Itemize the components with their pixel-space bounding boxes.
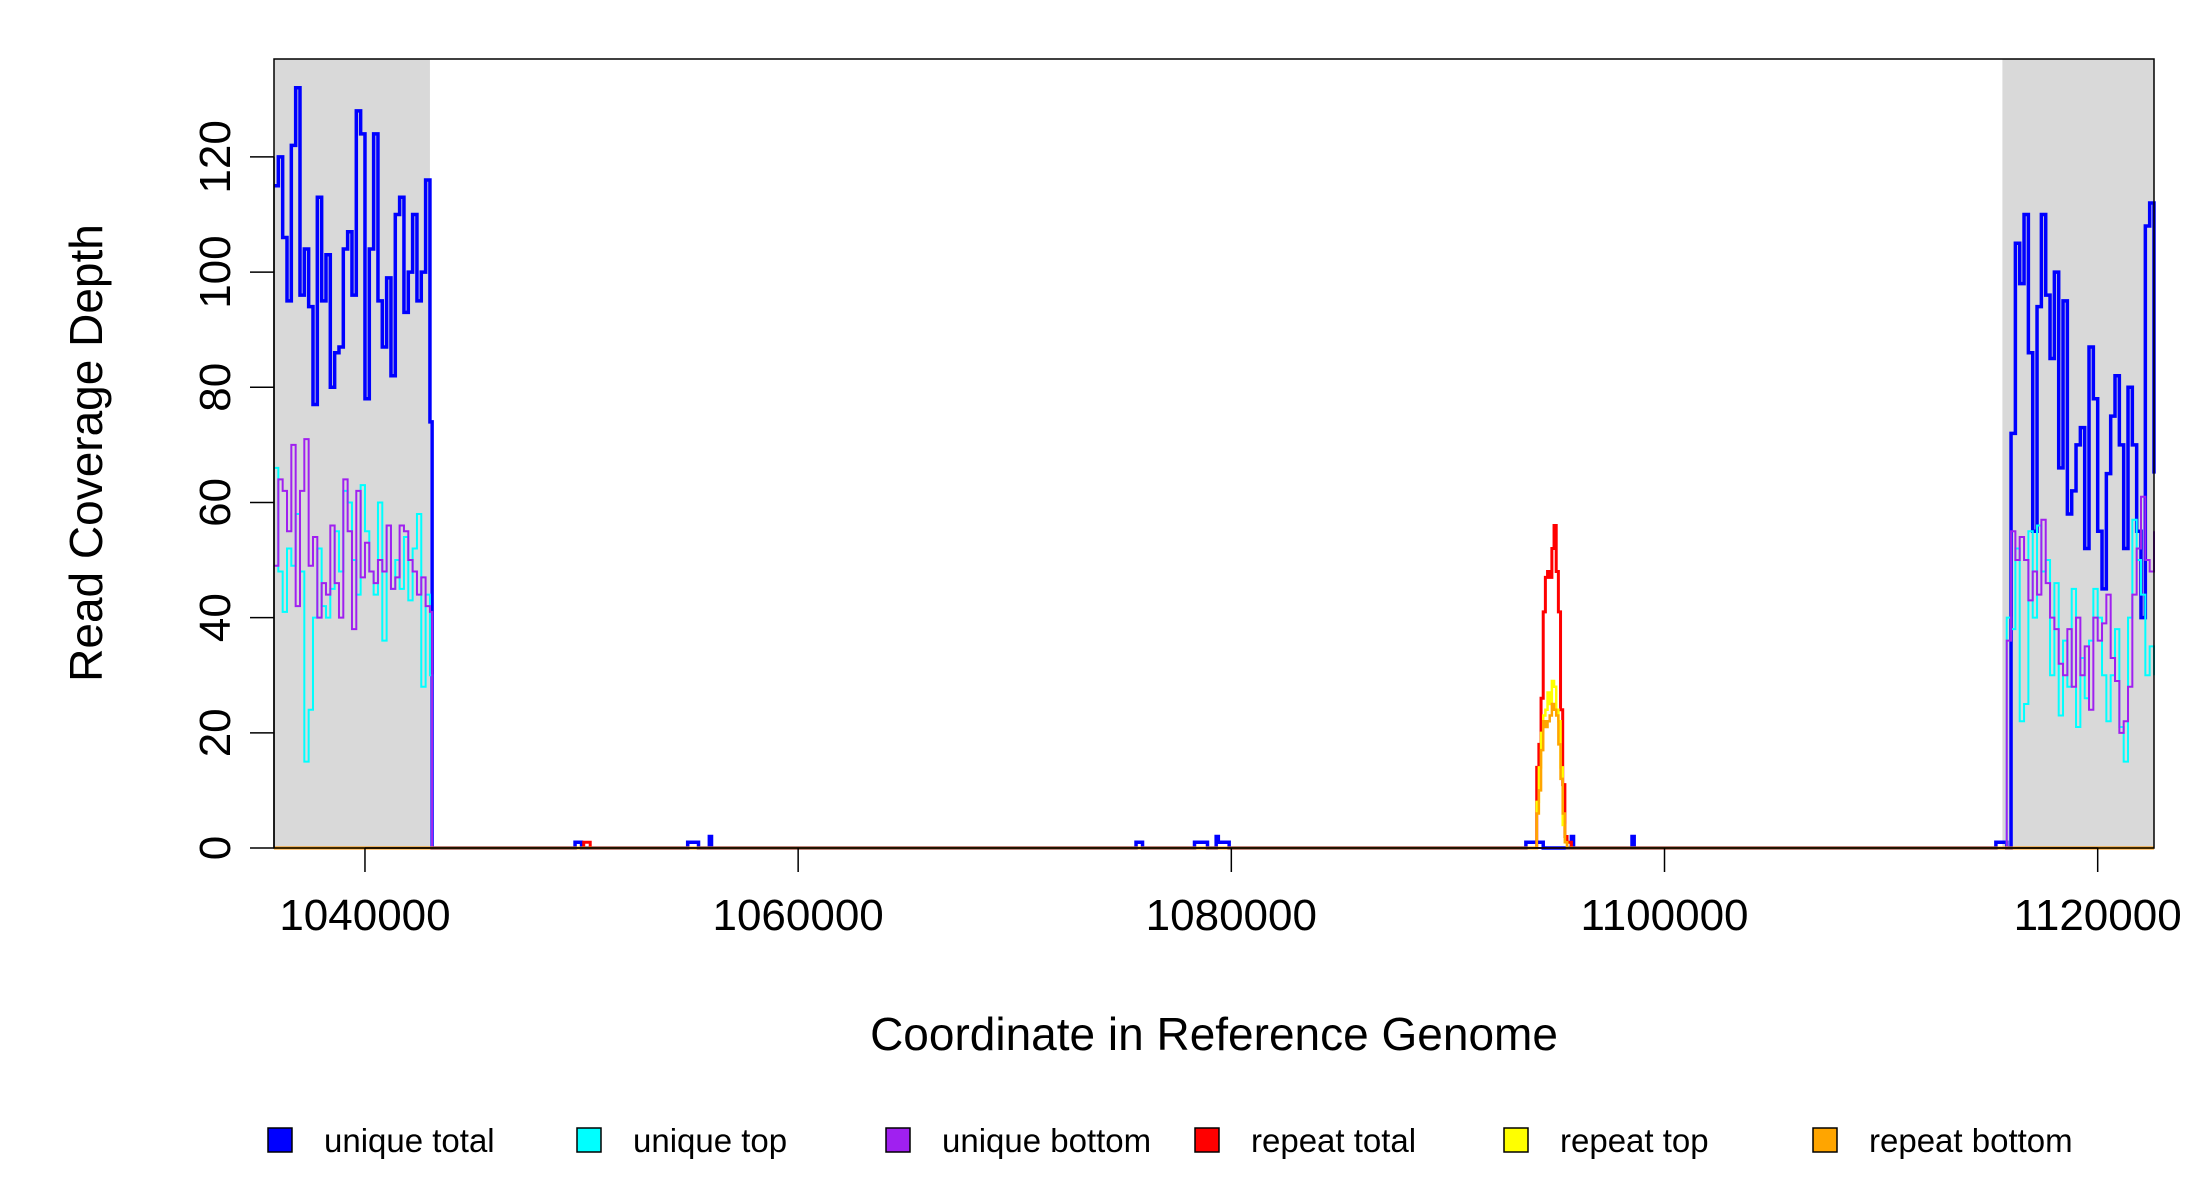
legend-item-repeat-total: repeat total	[1194, 1122, 1416, 1159]
y-tick-label: 80	[191, 363, 240, 412]
shaded-region-2	[2002, 59, 2154, 848]
series-repeat-bottom	[274, 702, 2154, 850]
series-unique-top	[274, 466, 2155, 849]
x-tick-label: 1080000	[1146, 891, 1317, 940]
legend-label: repeat top	[1560, 1122, 1709, 1159]
legend-swatch	[885, 1127, 911, 1153]
legend-label: unique bottom	[942, 1122, 1151, 1159]
legend-swatch	[267, 1127, 293, 1153]
y-tick-label: 100	[191, 235, 240, 308]
shaded-region-1	[274, 59, 430, 848]
legend-label: unique total	[324, 1122, 495, 1159]
series-unique-total	[274, 86, 2156, 850]
legend-item-repeat-bottom: repeat bottom	[1812, 1122, 2073, 1159]
legend-swatch	[1503, 1127, 1529, 1153]
legend-swatch	[1812, 1127, 1838, 1153]
y-tick-label: 120	[191, 120, 240, 193]
y-axis-title: Read Coverage Depth	[60, 224, 112, 682]
y-tick-label: 20	[191, 708, 240, 757]
x-axis-title: Coordinate in Reference Genome	[870, 1008, 1558, 1060]
x-tick-label: 1040000	[279, 891, 450, 940]
x-axis: 1040000 1060000 1080000 1100000 1120000	[279, 847, 2182, 940]
legend-swatch	[576, 1127, 602, 1153]
y-tick-label: 60	[191, 478, 240, 527]
series-unique-bottom	[274, 438, 2155, 849]
series-repeat-total	[274, 523, 2154, 850]
legend-swatch	[1194, 1127, 1220, 1153]
legend-label: repeat bottom	[1869, 1122, 2073, 1159]
y-tick-label: 40	[191, 593, 240, 642]
legend: unique total unique top unique bottom repea…	[267, 1122, 2073, 1159]
legend-label: repeat total	[1251, 1122, 1416, 1159]
legend-item-unique-total: unique total	[267, 1122, 495, 1159]
y-tick-label: 0	[191, 836, 240, 860]
y-axis: 0 20 40 60 80 100 120	[191, 120, 275, 860]
legend-item-unique-top: unique top	[576, 1122, 787, 1159]
plot-frame	[273, 58, 2155, 849]
shaded-regions	[274, 59, 2154, 848]
series-repeat-top	[274, 679, 2154, 850]
legend-item-unique-bottom: unique bottom	[885, 1122, 1151, 1159]
x-tick-label: 1100000	[1580, 891, 1748, 940]
series-lines	[274, 86, 2156, 850]
legend-label: unique top	[633, 1122, 787, 1159]
legend-item-repeat-top: repeat top	[1503, 1122, 1709, 1159]
x-tick-label: 1060000	[712, 891, 883, 940]
x-tick-label: 1120000	[2014, 891, 2182, 940]
